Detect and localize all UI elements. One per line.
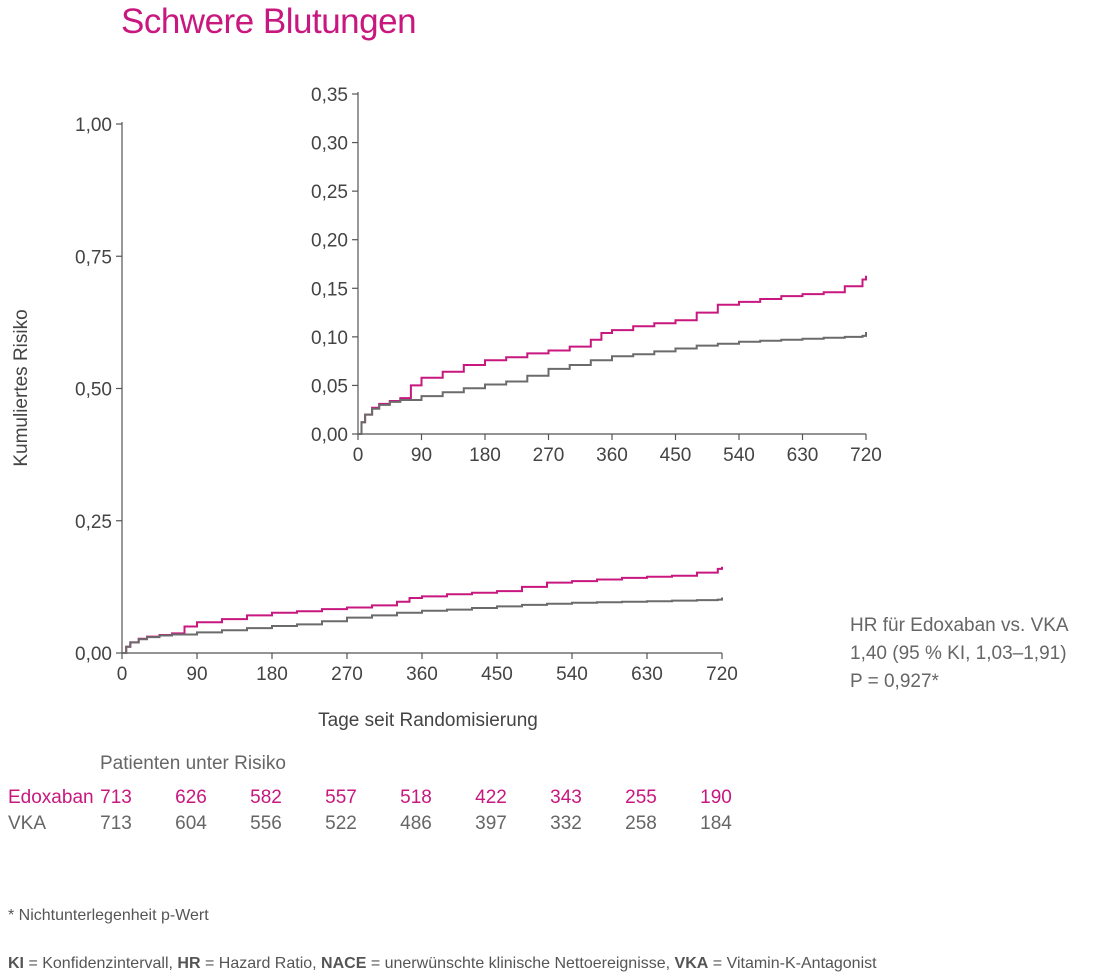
risk-count: 557 bbox=[325, 787, 357, 808]
x-axis-title: Tage seit Randomisierung bbox=[318, 710, 538, 731]
risk-row-label: Edoxaban bbox=[8, 787, 94, 808]
x-tick-label: 180 bbox=[469, 445, 501, 466]
hazard-ratio-box: HR für Edoxaban vs. VKA 1,40 (95 % KI, 1… bbox=[850, 612, 1069, 696]
x-tick-label: 270 bbox=[331, 664, 363, 685]
hr-line-2: 1,40 (95 % KI, 1,03–1,91) bbox=[850, 643, 1067, 664]
y-tick-label: 0,25 bbox=[75, 512, 112, 533]
risk-row-label: VKA bbox=[8, 813, 47, 834]
series-line-vka bbox=[122, 597, 723, 654]
risk-count: 190 bbox=[700, 787, 732, 808]
risk-count: 397 bbox=[475, 813, 507, 834]
risk-count: 422 bbox=[475, 787, 507, 808]
x-tick-label: 450 bbox=[660, 445, 692, 466]
abbr-nace-text: = unerwünschte klinische Nettoereignisse… bbox=[366, 955, 675, 972]
x-tick-label: 450 bbox=[481, 664, 513, 685]
inset-plot: 0,00 0,05 0,10 0,15 0,20 0,25 0,30 0,35 0 90 180 27… bbox=[311, 85, 882, 466]
abbr-vka: VKA bbox=[674, 955, 709, 972]
abbr-vka-text: = Vitamin-K-Antagonist bbox=[708, 955, 877, 972]
series-line-vka bbox=[358, 332, 867, 435]
y-tick-label: 0,00 bbox=[75, 644, 112, 665]
abbreviations: KI = Konfidenzintervall, HR = Hazard Rat… bbox=[8, 955, 877, 973]
risk-count: 343 bbox=[550, 787, 582, 808]
abbr-hr-text: = Hazard Ratio, bbox=[200, 955, 322, 972]
abbr-hr: HR bbox=[177, 955, 201, 972]
x-tick-label: 180 bbox=[256, 664, 288, 685]
main-plot: 0,00 0,25 0,50 0,75 1,00 0 90 180 270 360 450 540 63… bbox=[11, 115, 738, 731]
abbr-ki-text: = Konfidenzintervall, bbox=[24, 955, 178, 972]
chart-title: Schwere Blutungen bbox=[121, 2, 417, 41]
hr-line-1: HR für Edoxaban vs. VKA bbox=[850, 615, 1069, 636]
y-tick-label: 0,75 bbox=[75, 247, 112, 268]
footnote: * Nichtunterlegenheit p-Wert bbox=[8, 907, 209, 924]
x-tick-label: 0 bbox=[353, 445, 364, 466]
risk-count: 604 bbox=[175, 813, 207, 834]
y-tick-label: 0,35 bbox=[311, 85, 348, 106]
risk-count: 522 bbox=[325, 813, 357, 834]
risk-count: 258 bbox=[625, 813, 657, 834]
y-tick-label: 0,20 bbox=[311, 231, 348, 252]
x-tick-label: 630 bbox=[631, 664, 663, 685]
y-tick-label: 0,00 bbox=[311, 425, 348, 446]
y-tick-label: 0,30 bbox=[311, 134, 348, 155]
x-tick-label: 270 bbox=[533, 445, 565, 466]
risk-count: 713 bbox=[100, 787, 132, 808]
y-tick-label: 0,05 bbox=[311, 376, 348, 397]
abbr-nace: NACE bbox=[321, 955, 367, 972]
y-tick-label: 1,00 bbox=[75, 115, 112, 136]
risk-count: 713 bbox=[100, 813, 132, 834]
x-tick-label: 0 bbox=[117, 664, 128, 685]
abbr-ki: KI bbox=[8, 955, 24, 972]
y-tick-label: 0,25 bbox=[311, 182, 348, 203]
y-axis-title: Kumuliertes Risiko bbox=[11, 309, 32, 466]
x-tick-label: 360 bbox=[406, 664, 438, 685]
x-tick-label: 630 bbox=[787, 445, 819, 466]
hr-line-3: P = 0,927* bbox=[850, 671, 939, 692]
x-tick-label: 540 bbox=[556, 664, 588, 685]
risk-count: 486 bbox=[400, 813, 432, 834]
x-tick-label: 90 bbox=[411, 445, 432, 466]
risk-table-title: Patienten unter Risiko bbox=[100, 753, 286, 774]
y-tick-label: 0,10 bbox=[311, 328, 348, 349]
x-tick-label: 720 bbox=[850, 445, 882, 466]
y-tick-label: 0,15 bbox=[311, 279, 348, 300]
y-tick-label: 0,50 bbox=[75, 380, 112, 401]
risk-count: 556 bbox=[250, 813, 282, 834]
x-tick-label: 90 bbox=[186, 664, 207, 685]
x-tick-label: 540 bbox=[723, 445, 755, 466]
risk-count: 332 bbox=[550, 813, 582, 834]
series-line-edoxaban bbox=[358, 275, 867, 435]
risk-count: 582 bbox=[250, 787, 282, 808]
kaplan-meier-chart: 0,00 0,25 0,50 0,75 1,00 0 90 180 270 360 450 540 63… bbox=[11, 85, 882, 731]
risk-count: 626 bbox=[175, 787, 207, 808]
risk-count: 518 bbox=[400, 787, 432, 808]
x-tick-label: 720 bbox=[706, 664, 738, 685]
risk-count: 255 bbox=[625, 787, 657, 808]
risk-count: 184 bbox=[700, 813, 732, 834]
x-tick-label: 360 bbox=[596, 445, 628, 466]
